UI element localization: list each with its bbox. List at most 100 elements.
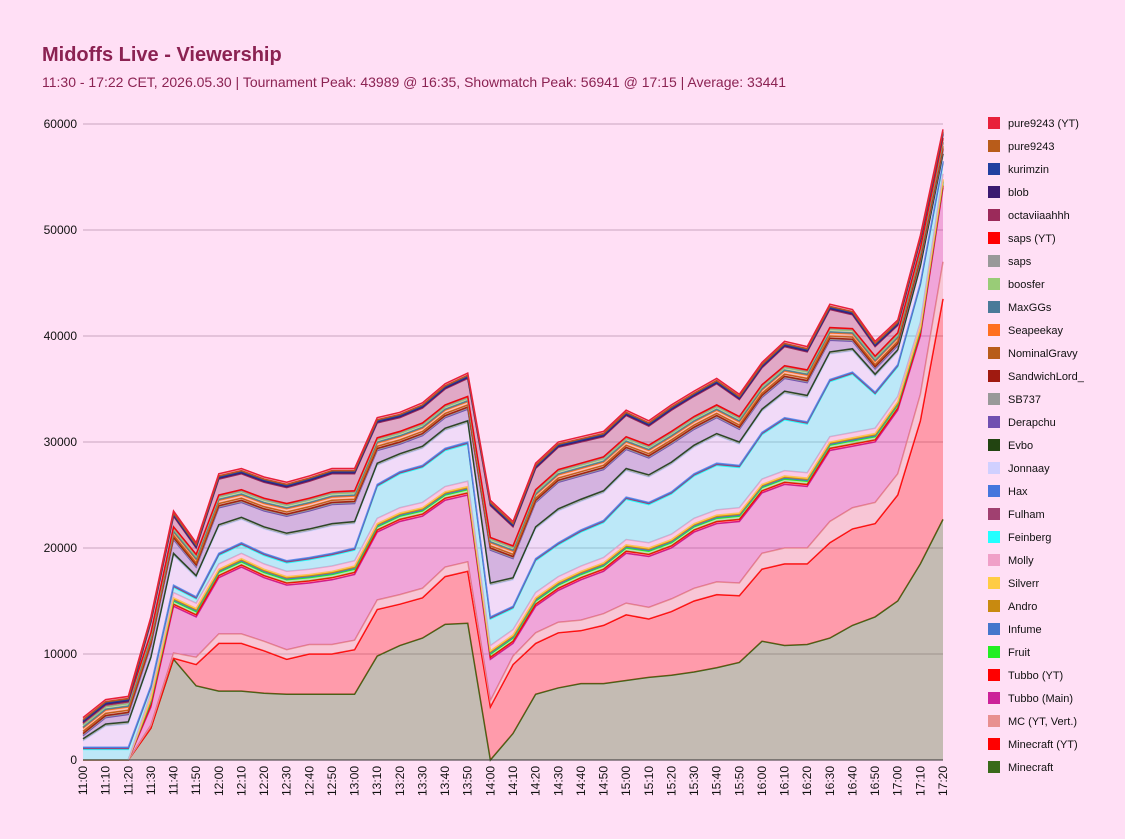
series-line xyxy=(82,142,944,729)
legend-label: Minecraft xyxy=(1008,762,1053,774)
legend-label: pure9243 (YT) xyxy=(1008,118,1079,130)
series-line xyxy=(83,179,944,761)
legend-swatch xyxy=(988,117,1000,129)
legend-swatch xyxy=(988,715,1000,727)
x-tick-label: 13:00 xyxy=(348,766,362,796)
x-tick-label: 14:20 xyxy=(529,766,543,796)
legend-swatch xyxy=(988,462,1000,474)
x-tick-label: 15:10 xyxy=(642,766,656,796)
legend-swatch xyxy=(988,623,1000,635)
legend-swatch xyxy=(988,761,1000,773)
y-tick-label: 50000 xyxy=(44,223,78,237)
series-line xyxy=(83,298,944,761)
y-tick-label: 10000 xyxy=(44,647,78,661)
legend-swatch xyxy=(988,278,1000,290)
series-line xyxy=(82,131,944,721)
series-line xyxy=(82,146,944,732)
chart-title: Midoffs Live - Viewership xyxy=(42,44,282,66)
legend-label: Minecraft (YT) xyxy=(1008,739,1078,751)
x-tick-label: 13:50 xyxy=(461,766,475,796)
x-tick-label: 16:40 xyxy=(845,766,859,796)
legend-label: saps (YT) xyxy=(1008,233,1056,245)
legend-label: kurimzin xyxy=(1008,164,1049,176)
series-line xyxy=(83,187,944,761)
x-tick-label: 13:30 xyxy=(415,766,429,796)
legend-label: Feinberg xyxy=(1008,532,1051,544)
legend-label: Derapchu xyxy=(1008,417,1056,429)
legend-label: pure9243 xyxy=(1008,141,1055,153)
series-line xyxy=(82,137,944,724)
legend-label: saps xyxy=(1008,256,1032,268)
legend-swatch xyxy=(988,738,1000,750)
legend-swatch xyxy=(988,485,1000,497)
legend-swatch xyxy=(988,232,1000,244)
series-line xyxy=(82,155,944,742)
legend-label: MaxGGs xyxy=(1008,302,1052,314)
y-tick-label: 0 xyxy=(70,753,77,767)
legend-label: Hax xyxy=(1008,486,1028,498)
legend-label: SandwichLord_ xyxy=(1008,371,1085,383)
legend-swatch xyxy=(988,209,1000,221)
legend-label: MC (YT, Vert.) xyxy=(1008,716,1077,728)
series-line xyxy=(82,138,944,725)
legend-label: SB737 xyxy=(1008,394,1041,406)
legend-swatch xyxy=(988,370,1000,382)
chart-subtitle: 11:30 - 17:22 CET, 2026.05.30 | Tourname… xyxy=(42,74,786,90)
legend-label: NominalGravy xyxy=(1008,348,1078,360)
legend-label: Evbo xyxy=(1008,440,1033,452)
legend-swatch xyxy=(988,324,1000,336)
legend-swatch xyxy=(988,393,1000,405)
x-tick-label: 16:50 xyxy=(868,766,882,796)
x-tick-label: 12:10 xyxy=(234,766,248,796)
series-line xyxy=(82,139,944,726)
legend-swatch xyxy=(988,531,1000,543)
x-tick-label: 16:00 xyxy=(755,766,769,796)
legend-swatch xyxy=(988,163,1000,175)
legend-swatch xyxy=(988,186,1000,198)
legend-label: Andro xyxy=(1008,601,1037,613)
series-line xyxy=(82,148,944,735)
x-tick-label: 16:20 xyxy=(800,766,814,796)
legend-swatch xyxy=(988,301,1000,313)
series-line xyxy=(82,141,944,728)
x-tick-label: 11:20 xyxy=(121,766,135,795)
series-line xyxy=(83,162,944,750)
legend-label: boosfer xyxy=(1008,279,1045,291)
series-line xyxy=(82,129,944,719)
series-line xyxy=(82,150,944,737)
x-tick-label: 16:10 xyxy=(778,766,792,796)
x-tick-label: 11:10 xyxy=(99,766,113,795)
series-area xyxy=(83,519,943,760)
series-area xyxy=(83,187,943,761)
series-area xyxy=(83,298,943,760)
x-tick-label: 13:20 xyxy=(393,766,407,796)
series-line xyxy=(83,163,944,751)
series-area xyxy=(83,261,943,760)
x-tick-label: 11:40 xyxy=(167,766,181,795)
legend-label: octaviiaahhh xyxy=(1008,210,1070,222)
x-tick-label: 14:40 xyxy=(574,766,588,796)
y-tick-label: 20000 xyxy=(44,541,78,555)
legend-swatch xyxy=(988,692,1000,704)
y-tick-label: 30000 xyxy=(44,435,78,449)
x-tick-label: 15:20 xyxy=(664,766,678,796)
series-line xyxy=(83,185,944,761)
legend-swatch xyxy=(988,416,1000,428)
legend-swatch xyxy=(988,439,1000,451)
y-tick-label: 60000 xyxy=(44,117,78,131)
legend-label: Fulham xyxy=(1008,509,1045,521)
legend-label: blob xyxy=(1008,187,1029,199)
x-tick-label: 12:30 xyxy=(280,766,294,796)
series-line xyxy=(83,173,944,761)
series-line xyxy=(83,180,944,761)
x-tick-label: 15:40 xyxy=(710,766,724,796)
x-tick-label: 15:30 xyxy=(687,766,701,796)
series-line xyxy=(82,149,944,736)
series-line xyxy=(83,160,944,749)
x-tick-label: 13:40 xyxy=(438,766,452,796)
legend-swatch xyxy=(988,577,1000,589)
x-tick-label: 11:00 xyxy=(76,766,90,795)
